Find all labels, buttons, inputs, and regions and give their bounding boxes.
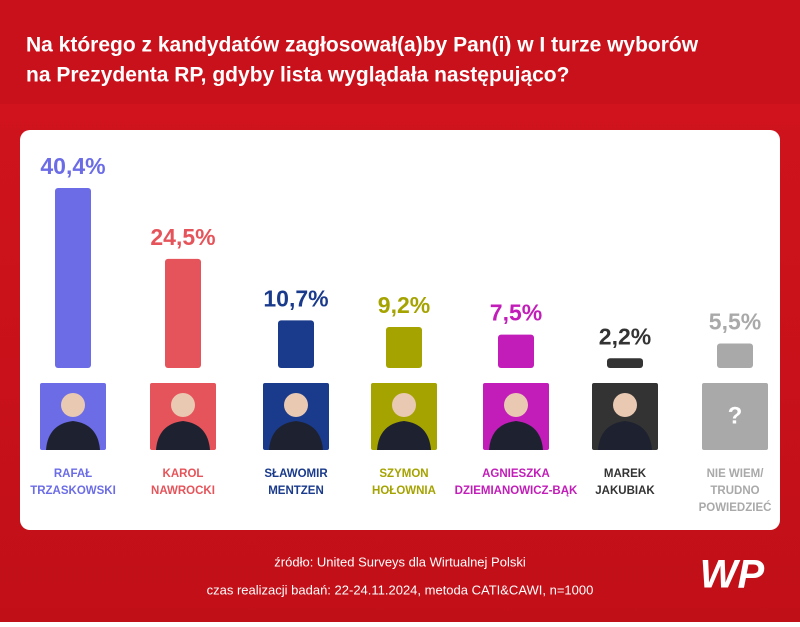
photo-head xyxy=(504,393,528,417)
category-label: MAREK xyxy=(604,468,647,480)
photo-body xyxy=(377,421,431,450)
photo-head xyxy=(613,393,637,417)
photo-head xyxy=(392,393,416,417)
value-label: 10,7% xyxy=(263,285,328,311)
photo-head xyxy=(171,393,195,417)
bar xyxy=(55,188,91,368)
photo-body xyxy=(598,421,652,450)
category-label: TRZASKOWSKI xyxy=(30,485,116,497)
value-label: 5,5% xyxy=(709,309,761,335)
category-label: AGNIESZKA xyxy=(482,468,550,480)
photo-body xyxy=(156,421,210,450)
category-label: JAKUBIAK xyxy=(595,485,655,497)
category-label: DZIEMIANOWICZ-BĄK xyxy=(455,485,578,497)
bar xyxy=(498,334,534,368)
note: czas realizacji badań: 22-24.11.2024, me… xyxy=(207,582,594,597)
category-label: KAROL xyxy=(163,468,204,480)
logo: WP xyxy=(700,553,765,597)
value-label: 24,5% xyxy=(150,224,215,250)
photo-body xyxy=(46,421,100,450)
header-band xyxy=(0,0,800,104)
photo xyxy=(702,383,768,450)
value-label: 40,4% xyxy=(40,153,105,179)
category-label: SŁAWOMIR xyxy=(264,468,328,480)
category-label: MENTZEN xyxy=(268,485,324,497)
category-label: POWIEDZIEĆ xyxy=(699,501,772,514)
category-label: NIE WIEM/ xyxy=(707,468,765,480)
bar xyxy=(607,358,643,368)
photo-body xyxy=(269,421,323,450)
bar xyxy=(717,343,753,368)
value-label: 7,5% xyxy=(490,300,542,326)
category-label: HOŁOWNIA xyxy=(372,485,436,497)
title-line: na Prezydenta RP, gdyby lista wyglądała … xyxy=(26,64,569,87)
category-label: NAWROCKI xyxy=(151,485,215,497)
bar xyxy=(165,258,201,368)
placeholder-label: ? xyxy=(728,402,743,429)
category-label: RAFAŁ xyxy=(54,468,92,480)
photo-head xyxy=(61,393,85,417)
bar xyxy=(386,327,422,368)
bar xyxy=(278,320,314,368)
category-label: SZYMON xyxy=(379,468,428,480)
title-line: Na którego z kandydatów zagłosował(a)by … xyxy=(26,34,699,57)
value-label: 9,2% xyxy=(378,292,430,318)
category-label: TRUDNO xyxy=(710,485,759,497)
photo-body xyxy=(489,421,543,450)
photo-head xyxy=(284,393,308,417)
value-label: 2,2% xyxy=(599,323,651,349)
source: źródło: United Surveys dla Wirtualnej Po… xyxy=(274,554,526,569)
